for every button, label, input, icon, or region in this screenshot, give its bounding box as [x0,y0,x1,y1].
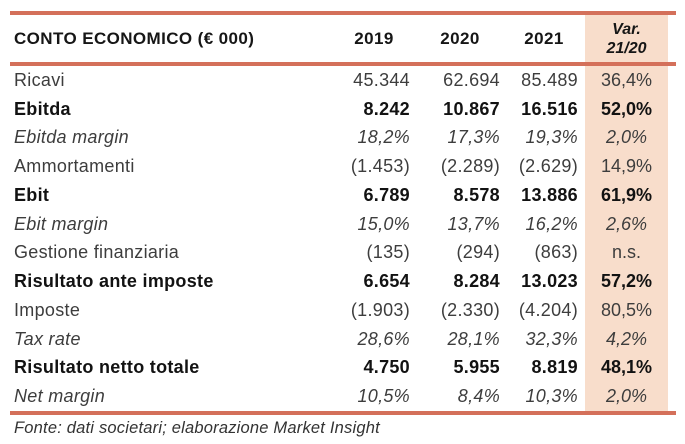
year-value: 13.886 [521,184,578,205]
year-value: 10.867 [443,98,500,119]
conto-economico-table: CONTO ECONOMICO (€ 000) 2019 2020 2021 V… [10,11,676,415]
table-title: CONTO ECONOMICO (€ 000) [10,13,333,66]
year-value: 6.654 [363,271,410,292]
income-statement-exhibit: CONTO ECONOMICO (€ 000) 2019 2020 2021 V… [10,11,676,415]
table-row: Ebit margin 15,0% 13,7% 16,2% 2,6% [10,209,676,239]
row-label: Risultato netto totale [14,357,200,378]
var-value: 61,9% [583,181,676,210]
row-label: Risultato ante imposte [14,271,214,292]
year-value: 16.516 [521,98,578,119]
year-value: 85.489 [521,69,578,90]
year-value: 62.694 [443,69,500,90]
row-label: Ebitda [14,98,71,119]
year-value: 17,3% [447,127,500,148]
table-row: Ebitda 8.242 10.867 16.516 52,0% [10,94,676,124]
year-value: 10,3% [525,386,578,407]
table-row: Tax rate 28,6% 28,1% 32,3% 4,2% [10,324,676,354]
var-value: 80,5% [583,296,676,325]
var-value: 2,6% [583,209,676,239]
year-value: 5.955 [453,357,500,378]
year-value: 8.284 [453,271,500,292]
table-body: Ricavi 45.344 62.694 85.489 36,4% Ebitda 8.242… [10,64,676,413]
year-value: 15,0% [357,213,410,234]
table-row: Gestione finanziaria (135) (294) (863) n.s. [10,238,676,268]
year-value: 8.578 [453,184,500,205]
year-value: 28,1% [447,328,500,349]
col-header-2019: 2019 [333,13,415,66]
year-value: 19,3% [525,127,578,148]
var-value: 48,1% [583,353,676,383]
table-row: Imposte (1.903) (2.330) (4.204) 80,5% [10,296,676,325]
row-label: Gestione finanziaria [14,242,180,263]
table-row: Ammortamenti (1.453) (2.289) (2.629) 14,9% [10,152,676,181]
table-row: Ebit 6.789 8.578 13.886 61,9% [10,181,676,210]
col-header-2021: 2021 [505,13,583,66]
var-value: 36,4% [583,64,676,95]
table-row: Risultato ante imposte 6.654 8.284 13.023 57… [10,267,676,296]
year-value: 16,2% [525,213,578,234]
year-value: (4.204) [518,299,578,320]
col-header-2020: 2020 [415,13,505,66]
year-value: 28,6% [357,328,410,349]
row-label: Ebit margin [14,213,109,234]
year-value: (2.629) [518,156,578,177]
var-value: 52,0% [583,94,676,124]
table-row: Risultato netto totale 4.750 5.955 8.819 48,… [10,353,676,383]
var-value: 2,0% [583,123,676,153]
col-header-var: Var. 21/20 [583,13,676,66]
year-value: 4.750 [363,357,410,378]
var-value: 57,2% [583,267,676,296]
row-label: Net margin [14,386,106,407]
var-value: n.s. [583,238,676,268]
source-note: Fonte: dati societari; elaborazione Mark… [14,419,380,437]
year-value: 8.819 [531,357,578,378]
year-value: (294) [456,242,500,263]
year-value: (1.453) [350,156,410,177]
year-value: (2.289) [440,156,500,177]
year-value: 45.344 [353,69,410,90]
year-value: (863) [534,242,578,263]
var-value: 14,9% [583,152,676,181]
table-row: Ricavi 45.344 62.694 85.489 36,4% [10,64,676,95]
row-label: Ammortamenti [14,156,135,177]
var-header-line1: Var. [612,20,641,38]
year-value: 32,3% [525,328,578,349]
year-value: 6.789 [363,184,410,205]
year-value: 8,4% [457,386,500,407]
year-value: 10,5% [357,386,410,407]
year-value: (135) [366,242,410,263]
row-label: Imposte [14,299,81,320]
row-label: Tax rate [14,328,81,349]
var-header-line2: 21/20 [606,39,647,57]
table-row: Net margin 10,5% 8,4% 10,3% 2,0% [10,382,676,413]
row-label: Ebit [14,184,50,205]
header-row: CONTO ECONOMICO (€ 000) 2019 2020 2021 V… [10,13,676,66]
year-value: 13.023 [521,271,578,292]
var-value: 2,0% [583,382,676,413]
year-value: (2.330) [440,299,500,320]
year-value: 13,7% [447,213,500,234]
row-label: Ricavi [14,69,65,90]
year-value: (1.903) [350,299,410,320]
year-value: 8.242 [363,98,410,119]
row-label: Ebitda margin [14,127,129,148]
year-value: 18,2% [357,127,410,148]
table-row: Ebitda margin 18,2% 17,3% 19,3% 2,0% [10,123,676,153]
var-value: 4,2% [583,324,676,354]
